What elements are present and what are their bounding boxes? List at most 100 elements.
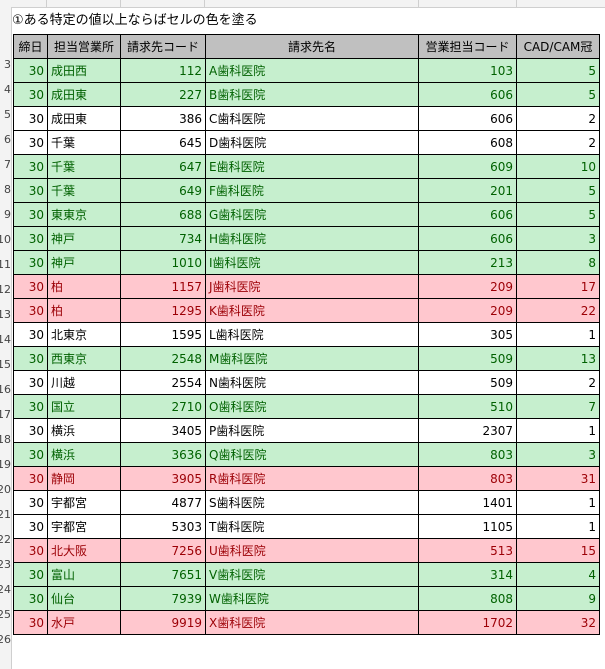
- cell-cad-cam-crown[interactable]: 32: [516, 610, 600, 635]
- cell-billing-name[interactable]: R歯科医院: [205, 466, 419, 491]
- cell-sales-rep-code[interactable]: 803: [418, 466, 517, 491]
- cell-cad-cam-crown[interactable]: 1: [516, 490, 600, 515]
- cell-billing-name[interactable]: M歯科医院: [205, 346, 419, 371]
- cell-sales-office[interactable]: 川越: [47, 370, 121, 395]
- cell-sales-rep-code[interactable]: 606: [418, 82, 517, 107]
- cell-sales-office[interactable]: 神戸: [47, 250, 121, 275]
- cell-cad-cam-crown[interactable]: 9: [516, 586, 600, 611]
- cell-billing-name[interactable]: E歯科医院: [205, 154, 419, 179]
- row-number[interactable]: 10: [0, 233, 11, 246]
- cell-closing-day[interactable]: 30: [13, 490, 48, 515]
- row-header-strip[interactable]: 3 4 5 6 7 8 9 10 11 12 13 14 15 16 17 18 19 20 21 22 23 24 25 2…: [0, 7, 12, 669]
- cell-sales-rep-code[interactable]: 213: [418, 250, 517, 275]
- row-number[interactable]: 6: [4, 133, 11, 146]
- row-number[interactable]: 25: [0, 608, 11, 621]
- cell-sales-office[interactable]: 静岡: [47, 466, 121, 491]
- cell-sales-rep-code[interactable]: 609: [418, 154, 517, 179]
- cell-billing-code[interactable]: 5303: [120, 514, 206, 539]
- cell-billing-code[interactable]: 9919: [120, 610, 206, 635]
- cell-billing-name[interactable]: I歯科医院: [205, 250, 419, 275]
- cell-cad-cam-crown[interactable]: 7: [516, 394, 600, 419]
- cell-sales-office[interactable]: 国立: [47, 394, 121, 419]
- cell-closing-day[interactable]: 30: [13, 82, 48, 107]
- cell-billing-code[interactable]: 4877: [120, 490, 206, 515]
- row-number[interactable]: 17: [0, 408, 11, 421]
- cell-sales-rep-code[interactable]: 314: [418, 562, 517, 587]
- cell-sales-office[interactable]: 北大阪: [47, 538, 121, 563]
- cell-sales-office[interactable]: 柏: [47, 298, 121, 323]
- cell-closing-day[interactable]: 30: [13, 394, 48, 419]
- cell-billing-name[interactable]: K歯科医院: [205, 298, 419, 323]
- header-billing-name[interactable]: 請求先名: [205, 34, 419, 59]
- cell-sales-rep-code[interactable]: 509: [418, 346, 517, 371]
- cell-sales-rep-code[interactable]: 1105: [418, 514, 517, 539]
- row-number[interactable]: 24: [0, 583, 11, 596]
- cell-billing-name[interactable]: V歯科医院: [205, 562, 419, 587]
- row-number[interactable]: 12: [0, 283, 11, 296]
- row-number[interactable]: 5: [4, 108, 11, 121]
- cell-billing-name[interactable]: W歯科医院: [205, 586, 419, 611]
- cell-closing-day[interactable]: 30: [13, 418, 48, 443]
- cell-sales-rep-code[interactable]: 606: [418, 226, 517, 251]
- cell-closing-day[interactable]: 30: [13, 130, 48, 155]
- cell-cad-cam-crown[interactable]: 13: [516, 346, 600, 371]
- cell-billing-code[interactable]: 649: [120, 178, 206, 203]
- row-number[interactable]: 8: [4, 183, 11, 196]
- cell-cad-cam-crown[interactable]: 5: [516, 58, 600, 83]
- cell-sales-rep-code[interactable]: 103: [418, 58, 517, 83]
- cell-sales-office[interactable]: 宇都宮: [47, 514, 121, 539]
- cell-cad-cam-crown[interactable]: 2: [516, 106, 600, 131]
- row-number[interactable]: 7: [4, 158, 11, 171]
- cell-sales-rep-code[interactable]: 608: [418, 130, 517, 155]
- cell-billing-name[interactable]: F歯科医院: [205, 178, 419, 203]
- cell-sales-office[interactable]: 千葉: [47, 154, 121, 179]
- cell-billing-code[interactable]: 647: [120, 154, 206, 179]
- cell-billing-code[interactable]: 7256: [120, 538, 206, 563]
- header-closing-day[interactable]: 締日: [13, 34, 48, 59]
- cell-sales-office[interactable]: 横浜: [47, 442, 121, 467]
- cell-billing-code[interactable]: 3405: [120, 418, 206, 443]
- row-number[interactable]: 3: [4, 58, 11, 71]
- cell-closing-day[interactable]: 30: [13, 178, 48, 203]
- cell-sales-office[interactable]: 北東京: [47, 322, 121, 347]
- cell-closing-day[interactable]: 30: [13, 154, 48, 179]
- header-sales-office[interactable]: 担当営業所: [47, 34, 121, 59]
- cell-sales-rep-code[interactable]: 510: [418, 394, 517, 419]
- cell-sales-office[interactable]: 宇都宮: [47, 490, 121, 515]
- cell-billing-code[interactable]: 7651: [120, 562, 206, 587]
- row-number[interactable]: 16: [0, 383, 11, 396]
- cell-sales-rep-code[interactable]: 606: [418, 202, 517, 227]
- cell-cad-cam-crown[interactable]: 2: [516, 130, 600, 155]
- cell-cad-cam-crown[interactable]: 17: [516, 274, 600, 299]
- row-number[interactable]: 14: [0, 333, 11, 346]
- cell-cad-cam-crown[interactable]: 3: [516, 226, 600, 251]
- cell-sales-rep-code[interactable]: 509: [418, 370, 517, 395]
- cell-cad-cam-crown[interactable]: 1: [516, 418, 600, 443]
- cell-cad-cam-crown[interactable]: 8: [516, 250, 600, 275]
- cell-billing-name[interactable]: J歯科医院: [205, 274, 419, 299]
- cell-closing-day[interactable]: 30: [13, 610, 48, 635]
- row-number[interactable]: 19: [0, 458, 11, 471]
- cell-cad-cam-crown[interactable]: 2: [516, 370, 600, 395]
- header-cad-cam-crown[interactable]: CAD/CAM冠: [516, 34, 600, 59]
- cell-billing-name[interactable]: C歯科医院: [205, 106, 419, 131]
- cell-billing-code[interactable]: 1157: [120, 274, 206, 299]
- cell-billing-code[interactable]: 688: [120, 202, 206, 227]
- row-number[interactable]: 13: [0, 308, 11, 321]
- row-number[interactable]: 21: [0, 508, 11, 521]
- cell-billing-name[interactable]: A歯科医院: [205, 58, 419, 83]
- cell-sales-office[interactable]: 千葉: [47, 178, 121, 203]
- cell-cad-cam-crown[interactable]: 1: [516, 322, 600, 347]
- cell-billing-code[interactable]: 7939: [120, 586, 206, 611]
- row-number[interactable]: 26: [0, 633, 11, 646]
- cell-billing-name[interactable]: Q歯科医院: [205, 442, 419, 467]
- cell-sales-office[interactable]: 水戸: [47, 610, 121, 635]
- cell-sales-rep-code[interactable]: 1702: [418, 610, 517, 635]
- cell-sales-rep-code[interactable]: 201: [418, 178, 517, 203]
- cell-billing-code[interactable]: 386: [120, 106, 206, 131]
- cell-sales-office[interactable]: 成田東: [47, 106, 121, 131]
- cell-sales-office[interactable]: 神戸: [47, 226, 121, 251]
- cell-closing-day[interactable]: 30: [13, 538, 48, 563]
- cell-closing-day[interactable]: 30: [13, 250, 48, 275]
- cell-closing-day[interactable]: 30: [13, 346, 48, 371]
